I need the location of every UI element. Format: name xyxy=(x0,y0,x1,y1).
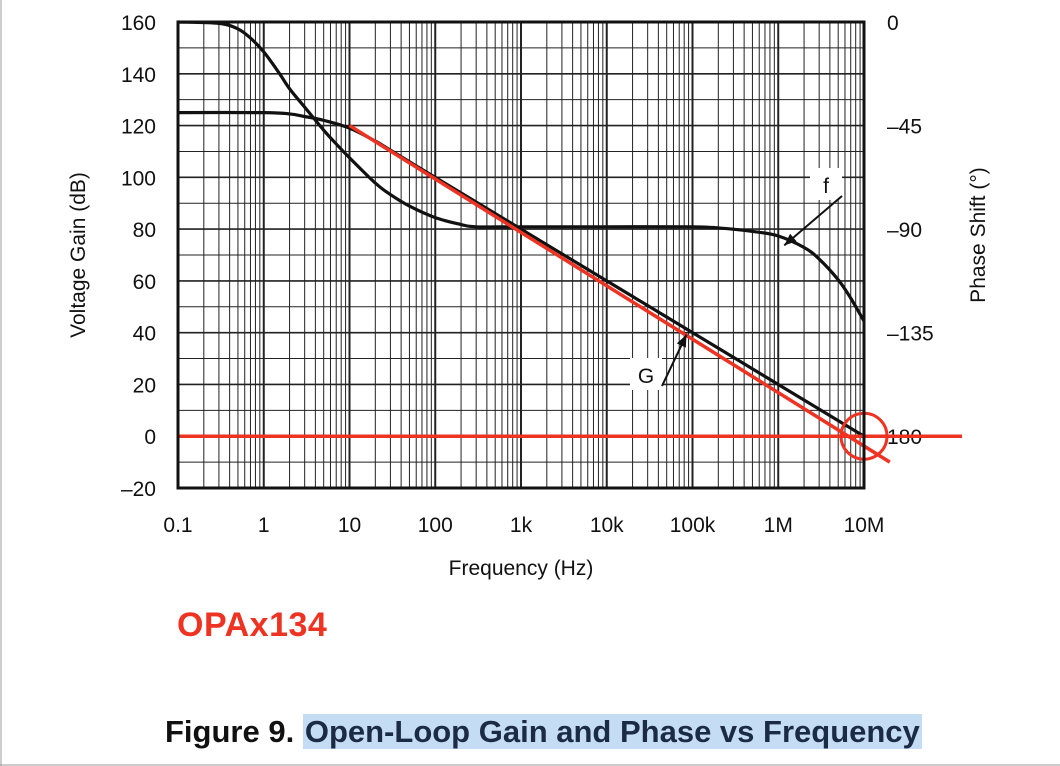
y-tick-label: 60 xyxy=(133,271,156,294)
gain-trend-line xyxy=(348,124,891,464)
part-number-label: OPAx134 xyxy=(177,606,328,644)
x-tick-label: 1 xyxy=(258,514,270,537)
y-tick-label: 40 xyxy=(133,323,156,346)
y2-tick-label: –90 xyxy=(887,219,922,242)
y-tick-label: 100 xyxy=(121,167,156,190)
y2-tick-label: 0 xyxy=(887,12,899,35)
y-tick-label: 120 xyxy=(121,116,156,139)
callout-label: f xyxy=(823,175,829,198)
y-tick-label: 80 xyxy=(133,219,156,242)
x-tick-label: 100 xyxy=(418,514,453,537)
figure-caption: Figure 9. Open-Loop Gain and Phase vs Fr… xyxy=(165,712,922,752)
callout-bg xyxy=(630,358,662,390)
x-tick-label: 1k xyxy=(510,514,533,537)
x-tick-label: 10M xyxy=(844,514,885,537)
y-tick-label: 20 xyxy=(133,374,156,397)
y-tick-label: 140 xyxy=(121,64,156,87)
caption-prefix: Figure 9. xyxy=(165,714,295,749)
callout-leader xyxy=(783,195,843,247)
y2-tick-label: –135 xyxy=(887,323,934,346)
x-tick-label: 100k xyxy=(670,514,716,537)
callout-label: G xyxy=(638,365,654,388)
callouts: fG xyxy=(630,168,843,390)
tick-labels: 0.1 1 10 100 1k 10k 100k 1M 10M –20 0 20 40 60 80 100 12… xyxy=(121,12,934,537)
callout-arrowhead xyxy=(676,334,687,348)
y-tick-label: 0 xyxy=(144,426,156,449)
callout-g: G xyxy=(630,334,688,390)
x-tick-label: 1M xyxy=(764,514,793,537)
y-axis-title: Voltage Gain (dB) xyxy=(67,172,90,338)
x-tick-label: 10 xyxy=(338,514,361,537)
y-tick-label: –20 xyxy=(121,478,156,501)
plot-border xyxy=(176,20,866,490)
y2-axis-title: Phase Shift (°) xyxy=(967,167,990,303)
x-tick-label: 0.1 xyxy=(163,514,192,537)
y-tick-label: 160 xyxy=(121,12,156,35)
caption-title: Open-Loop Gain and Phase vs Frequency xyxy=(302,714,922,749)
annotations xyxy=(178,124,962,464)
y2-tick-label: –45 xyxy=(887,116,922,139)
callout-bg xyxy=(810,168,842,200)
callout-arrowhead xyxy=(784,233,797,246)
grid xyxy=(177,21,864,489)
callout-f: f xyxy=(783,168,843,247)
x-axis-title: Frequency (Hz) xyxy=(449,557,594,580)
x-tick-label: 10k xyxy=(590,514,624,537)
